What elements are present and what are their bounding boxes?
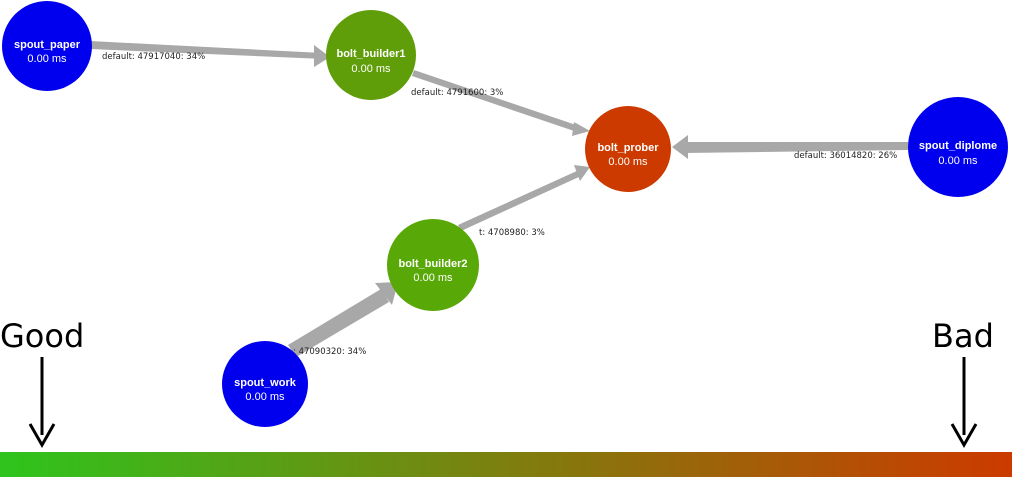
node-latency: 0.00 ms <box>245 391 285 403</box>
node-label: bolt_prober <box>597 142 659 154</box>
node-label: spout_work <box>234 377 297 389</box>
node-label: spout_paper <box>14 39 81 51</box>
edge-label-bolt-builder2-to-bolt-prober: t: 4708980: 3% <box>479 228 545 238</box>
edge-bolt-builder2-to-bolt-prober[interactable] <box>458 165 590 231</box>
edge-arrow <box>412 70 579 132</box>
node-latency: 0.00 ms <box>413 272 453 284</box>
node-label: bolt_builder2 <box>398 258 467 270</box>
edge-arrowhead <box>375 282 398 305</box>
edge-arrow <box>288 289 389 357</box>
edge-arrow <box>684 142 908 153</box>
node-spout-paper[interactable]: spout_paper 0.00 ms <box>2 1 92 91</box>
node-circle <box>326 10 416 100</box>
legend-good-label: Good <box>0 317 84 355</box>
legend-good-arrowhead <box>28 423 56 449</box>
node-bolt-prober[interactable]: bolt_prober 0.00 ms <box>585 106 671 192</box>
edge-arrow <box>90 41 324 59</box>
legend-gradient-bar <box>0 452 1012 477</box>
node-circle <box>2 1 92 91</box>
edge-arrowhead <box>572 122 590 136</box>
node-circle <box>222 341 308 427</box>
node-circle <box>908 97 1008 197</box>
edge-label-bolt-builder1-to-bolt-prober: default: 4791600: 3% <box>411 88 503 98</box>
edge-bolt-builder1-to-bolt-prober[interactable] <box>412 70 590 136</box>
edge-label-spout-paper-to-bolt-builder1: default: 47917040: 34% <box>102 52 205 62</box>
edge-spout-diplome-to-bolt-prober[interactable] <box>672 135 908 159</box>
node-bolt-builder1[interactable]: bolt_builder1 0.00 ms <box>326 10 416 100</box>
edge-label-spout-work-to-bolt-builder2: : 47090320: 34% <box>293 347 366 357</box>
node-spout-work[interactable]: spout_work 0.00 ms <box>222 341 308 427</box>
node-circle <box>585 106 671 192</box>
edge-label-spout-diplome-to-bolt-prober: default: 36014820: 26% <box>794 151 897 161</box>
legend-bad-label: Bad <box>932 317 994 355</box>
node-latency: 0.00 ms <box>608 156 648 168</box>
node-spout-diplome[interactable]: spout_diplome 0.00 ms <box>908 97 1008 197</box>
node-latency: 0.00 ms <box>27 53 67 65</box>
edge-arrow <box>458 170 581 231</box>
edge-spout-paper-to-bolt-builder1[interactable] <box>90 41 330 67</box>
edge-arrowhead <box>314 45 330 67</box>
node-label: spout_diplome <box>919 140 997 152</box>
edge-arrowhead <box>574 165 590 181</box>
node-circle <box>387 219 479 311</box>
legend: Good Bad <box>0 317 1012 477</box>
node-latency: 0.00 ms <box>351 63 391 75</box>
node-bolt-builder2[interactable]: bolt_builder2 0.00 ms <box>387 219 479 311</box>
node-label: bolt_builder1 <box>336 48 405 60</box>
edge-arrowhead <box>672 135 688 159</box>
legend-bad-arrowhead <box>950 423 978 449</box>
node-latency: 0.00 ms <box>938 155 978 167</box>
edge-spout-work-to-bolt-builder2[interactable] <box>288 282 398 357</box>
